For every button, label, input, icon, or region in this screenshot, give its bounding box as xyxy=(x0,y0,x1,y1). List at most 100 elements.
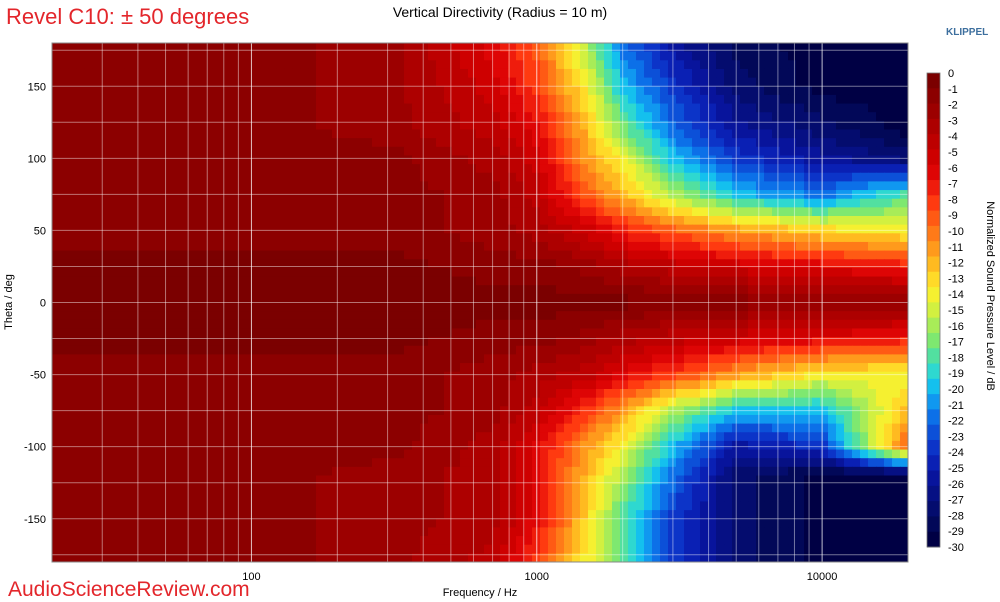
heatmap-cell xyxy=(460,423,469,433)
heatmap-cell xyxy=(124,224,133,234)
heatmap-cell xyxy=(452,371,461,381)
heatmap-cell xyxy=(524,250,533,260)
heatmap-cell xyxy=(716,293,725,304)
heatmap-cell xyxy=(220,138,229,148)
heatmap-cell xyxy=(100,181,109,191)
heatmap-cell xyxy=(220,207,229,217)
heatmap-cell xyxy=(100,371,109,381)
heatmap-cell xyxy=(268,207,277,217)
heatmap-cell xyxy=(732,181,741,191)
heatmap-cell xyxy=(844,233,853,243)
heatmap-cell xyxy=(796,103,805,113)
heatmap-cell xyxy=(596,337,605,347)
heatmap-cell xyxy=(284,172,293,182)
heatmap-cell xyxy=(252,311,261,321)
heatmap-cell xyxy=(132,397,141,407)
heatmap-cell xyxy=(796,138,805,148)
heatmap-cell xyxy=(468,164,477,174)
heatmap-cell xyxy=(148,389,157,399)
heatmap-cell xyxy=(748,103,757,113)
heatmap-cell xyxy=(468,285,477,295)
heatmap-cell xyxy=(324,164,333,174)
heatmap-cell xyxy=(268,94,277,105)
heatmap-cell xyxy=(244,60,253,70)
heatmap-cell xyxy=(580,86,589,96)
heatmap-cell xyxy=(228,103,237,113)
heatmap-cell xyxy=(156,267,165,278)
heatmap-cell xyxy=(764,233,773,243)
heatmap-cell xyxy=(732,406,741,416)
heatmap-cell xyxy=(308,224,317,234)
heatmap-cell xyxy=(428,190,437,200)
heatmap-cell xyxy=(116,112,125,122)
heatmap-cell xyxy=(772,86,781,96)
heatmap-cell xyxy=(828,181,837,191)
heatmap-cell xyxy=(100,198,109,208)
heatmap-cell xyxy=(436,328,445,338)
heatmap-cell xyxy=(84,345,93,355)
heatmap-cell xyxy=(548,94,557,105)
heatmap-cell xyxy=(820,285,829,295)
heatmap-cell xyxy=(716,216,725,226)
heatmap-cell xyxy=(724,267,733,278)
heatmap-cell xyxy=(452,414,461,425)
heatmap-cell xyxy=(116,337,125,347)
heatmap-cell xyxy=(660,319,669,330)
heatmap-cell xyxy=(636,103,645,113)
heatmap-cell xyxy=(636,198,645,208)
heatmap-cell xyxy=(756,190,765,200)
heatmap-cell xyxy=(244,328,253,338)
heatmap-cell xyxy=(140,389,149,399)
heatmap-cell xyxy=(860,319,869,330)
heatmap-cell xyxy=(444,371,453,381)
heatmap-cell xyxy=(340,155,349,165)
heatmap-cell xyxy=(780,224,789,234)
heatmap-cell xyxy=(468,440,477,451)
heatmap-cell xyxy=(444,51,453,61)
heatmap-cell xyxy=(204,120,213,131)
heatmap-cell xyxy=(348,354,357,364)
heatmap-cell xyxy=(700,77,709,87)
heatmap-cell xyxy=(308,164,317,174)
heatmap-cell xyxy=(756,293,765,304)
heatmap-cell xyxy=(364,198,373,208)
heatmap-cell xyxy=(100,389,109,399)
heatmap-cell xyxy=(540,103,549,113)
heatmap-cell xyxy=(636,414,645,425)
heatmap-cell xyxy=(380,397,389,407)
heatmap-cell xyxy=(580,216,589,226)
heatmap-cell xyxy=(564,103,573,113)
heatmap-cell xyxy=(612,103,621,113)
heatmap-cell xyxy=(460,328,469,338)
heatmap-cell xyxy=(348,389,357,399)
heatmap-cell xyxy=(732,371,741,381)
heatmap-cell xyxy=(540,51,549,61)
heatmap-cell xyxy=(684,155,693,165)
heatmap-cell xyxy=(468,432,477,442)
heatmap-cell xyxy=(796,259,805,269)
heatmap-cell xyxy=(300,354,309,364)
heatmap-cell xyxy=(340,198,349,208)
heatmap-cell xyxy=(140,380,149,390)
heatmap-cell xyxy=(284,311,293,321)
heatmap-cell xyxy=(692,207,701,217)
heatmap-cell xyxy=(124,319,133,330)
heatmap-cell xyxy=(396,354,405,364)
heatmap-cell xyxy=(276,155,285,165)
heatmap-cell xyxy=(388,423,397,433)
heatmap-cell xyxy=(748,414,757,425)
heatmap-cell xyxy=(700,68,709,79)
heatmap-cell xyxy=(724,224,733,234)
heatmap-cell xyxy=(508,198,517,208)
heatmap-cell xyxy=(708,363,717,373)
heatmap-cell xyxy=(212,233,221,243)
heatmap-cell xyxy=(556,311,565,321)
heatmap-cell xyxy=(412,172,421,182)
heatmap-cell xyxy=(812,129,821,139)
heatmap-cell xyxy=(644,293,653,304)
heatmap-cell xyxy=(132,216,141,226)
heatmap-cell xyxy=(764,380,773,390)
heatmap-cell xyxy=(540,389,549,399)
heatmap-cell xyxy=(236,250,245,260)
heatmap-cell xyxy=(100,86,109,96)
